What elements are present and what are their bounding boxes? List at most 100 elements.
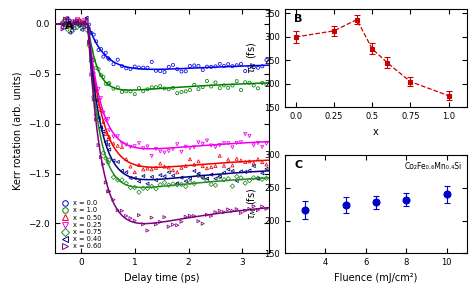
Point [71, 21, 78, 25]
Point [135, 141, 143, 146]
Point [135, 190, 143, 195]
Point [97, 126, 105, 131]
Point [186, 157, 194, 161]
Point [169, 63, 177, 67]
Point [263, 58, 270, 62]
Y-axis label: $\tau_M$ (fs): $\tau_M$ (fs) [245, 188, 259, 220]
Point [263, 162, 270, 167]
Point [92, 113, 100, 117]
Point [102, 50, 109, 55]
Point [90, 82, 98, 86]
Point [135, 86, 143, 91]
Point [178, 182, 185, 187]
Point [212, 164, 219, 168]
Point [139, 89, 147, 93]
Point [178, 219, 185, 224]
Point [216, 174, 224, 179]
Point [208, 214, 215, 218]
Point [64, 27, 71, 32]
Point [195, 140, 202, 145]
Point [68, 28, 76, 33]
Point [118, 168, 126, 173]
Point [135, 163, 143, 167]
X-axis label: Fluence (mJ/cm²): Fluence (mJ/cm²) [334, 273, 418, 283]
Point [152, 166, 160, 170]
Point [64, 19, 71, 23]
Point [118, 141, 126, 146]
Point [161, 180, 168, 185]
Point [148, 184, 155, 189]
Point [83, 16, 91, 20]
Point [148, 85, 155, 90]
Point [92, 39, 100, 44]
Point [233, 207, 240, 212]
Point [127, 185, 134, 190]
Point [220, 170, 228, 175]
Point [64, 20, 71, 25]
Point [195, 219, 202, 224]
Point [173, 223, 181, 228]
Point [104, 56, 112, 61]
Point [212, 145, 219, 149]
Point [75, 21, 83, 25]
Point [114, 143, 121, 148]
Point [212, 210, 219, 214]
Point [212, 80, 219, 85]
Point [95, 86, 102, 91]
Point [68, 23, 76, 28]
Point [114, 208, 121, 212]
Point [220, 141, 228, 146]
Point [64, 16, 71, 21]
Point [220, 178, 228, 182]
Point [59, 20, 66, 25]
Point [254, 176, 262, 180]
Point [102, 132, 109, 136]
Point [224, 86, 232, 90]
Point [212, 183, 219, 188]
Point [66, 23, 73, 27]
Point [169, 173, 177, 178]
Y-axis label: $\tau_M$ (fs): $\tau_M$ (fs) [245, 42, 259, 74]
Point [102, 180, 109, 185]
Point [208, 165, 215, 169]
Point [88, 51, 95, 55]
Point [199, 68, 207, 72]
Point [122, 142, 130, 147]
Point [254, 141, 262, 146]
Point [165, 87, 173, 92]
Point [220, 83, 228, 88]
Point [92, 65, 100, 70]
Point [182, 144, 190, 149]
Point [156, 84, 164, 88]
Point [173, 170, 181, 175]
Point [208, 143, 215, 148]
Point [254, 208, 262, 212]
Point [85, 37, 93, 42]
Point [161, 215, 168, 219]
Point [92, 98, 100, 103]
Point [169, 168, 177, 173]
Point [156, 149, 164, 154]
Point [233, 63, 240, 68]
Point [135, 65, 143, 70]
Point [83, 20, 91, 25]
Point [144, 166, 151, 171]
Point [152, 222, 160, 227]
Point [254, 86, 262, 91]
Point [178, 175, 185, 180]
Point [131, 218, 138, 223]
Point [224, 207, 232, 212]
Point [173, 181, 181, 186]
Point [203, 212, 211, 217]
Point [105, 189, 113, 194]
Point [104, 137, 112, 141]
Point [186, 176, 194, 181]
Point [114, 134, 121, 139]
Point [139, 167, 147, 172]
Point [144, 144, 151, 149]
Point [78, 21, 85, 26]
Point [73, 19, 81, 24]
Point [61, 21, 69, 26]
Point [148, 59, 155, 64]
Point [228, 64, 236, 69]
